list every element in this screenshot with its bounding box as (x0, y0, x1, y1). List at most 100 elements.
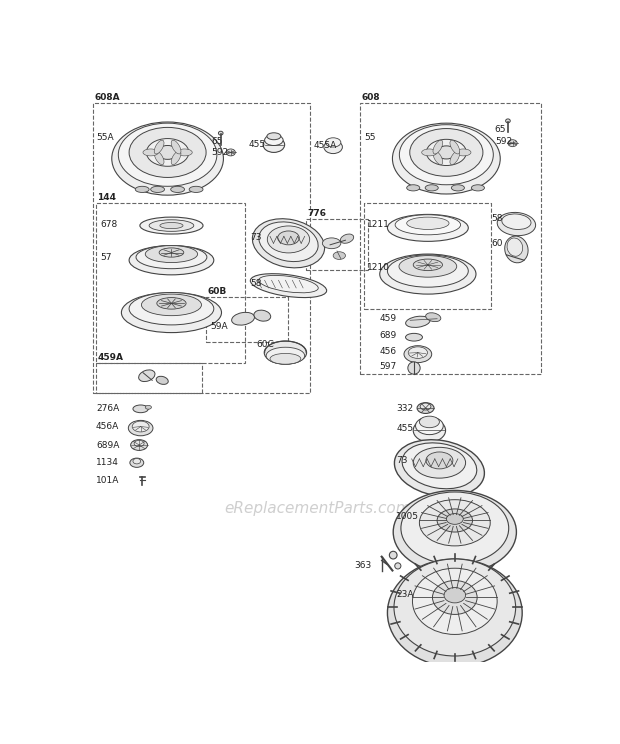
Ellipse shape (135, 186, 149, 193)
Ellipse shape (433, 140, 443, 154)
Text: 57: 57 (100, 253, 112, 262)
Ellipse shape (450, 140, 459, 154)
Text: 592: 592 (211, 148, 229, 157)
Ellipse shape (136, 246, 207, 269)
Ellipse shape (252, 219, 325, 268)
Text: 1134: 1134 (96, 458, 119, 467)
Text: 55: 55 (364, 132, 376, 141)
Ellipse shape (404, 346, 432, 362)
Ellipse shape (133, 405, 148, 413)
Text: 455A: 455A (314, 141, 337, 150)
Ellipse shape (130, 458, 144, 467)
Text: 23A: 23A (396, 590, 414, 599)
Ellipse shape (456, 149, 471, 156)
Ellipse shape (122, 292, 221, 333)
Ellipse shape (436, 146, 456, 159)
Ellipse shape (134, 440, 144, 446)
Bar (93, 103, 310, 394)
Ellipse shape (133, 458, 141, 464)
Ellipse shape (471, 185, 484, 191)
Text: 60: 60 (491, 239, 502, 248)
Ellipse shape (263, 137, 285, 153)
Bar (306, 219, 368, 270)
Ellipse shape (129, 246, 214, 275)
Text: 689A: 689A (96, 440, 120, 449)
Ellipse shape (502, 214, 531, 229)
Text: 689: 689 (379, 331, 397, 340)
Text: 60C: 60C (256, 341, 274, 350)
Ellipse shape (388, 255, 468, 287)
Ellipse shape (145, 246, 198, 263)
Ellipse shape (149, 219, 194, 231)
Ellipse shape (143, 149, 158, 156)
Circle shape (389, 551, 397, 559)
Ellipse shape (264, 341, 306, 364)
Ellipse shape (145, 405, 151, 409)
Ellipse shape (444, 588, 466, 603)
Ellipse shape (226, 149, 236, 156)
Ellipse shape (333, 251, 345, 260)
Ellipse shape (408, 347, 427, 359)
Ellipse shape (413, 419, 446, 442)
Ellipse shape (159, 248, 184, 257)
Ellipse shape (420, 403, 431, 410)
Text: 1211: 1211 (367, 219, 390, 228)
Ellipse shape (131, 440, 148, 450)
Ellipse shape (497, 212, 536, 236)
Ellipse shape (118, 124, 217, 186)
Text: 678: 678 (100, 219, 118, 228)
Ellipse shape (129, 292, 214, 325)
Ellipse shape (112, 122, 223, 195)
Ellipse shape (417, 403, 434, 414)
Ellipse shape (388, 559, 522, 667)
Text: 276A: 276A (96, 404, 119, 414)
Text: 1005: 1005 (396, 512, 419, 521)
Bar (206, 297, 288, 341)
Ellipse shape (437, 509, 472, 532)
Ellipse shape (433, 580, 477, 615)
Text: 459: 459 (379, 314, 396, 323)
Text: 608A: 608A (94, 93, 120, 103)
Ellipse shape (132, 421, 149, 432)
Ellipse shape (266, 347, 304, 364)
Text: 55A: 55A (96, 132, 113, 141)
Ellipse shape (146, 138, 188, 166)
Ellipse shape (139, 370, 155, 382)
Ellipse shape (160, 222, 183, 228)
Ellipse shape (171, 151, 181, 164)
Text: 455: 455 (249, 140, 265, 150)
Ellipse shape (394, 440, 484, 496)
Text: 608: 608 (361, 93, 380, 103)
Text: 456: 456 (379, 347, 396, 356)
Text: 101A: 101A (96, 476, 120, 485)
Ellipse shape (250, 274, 327, 298)
Ellipse shape (154, 151, 164, 164)
Ellipse shape (402, 443, 477, 489)
Ellipse shape (177, 149, 192, 156)
Ellipse shape (267, 132, 281, 140)
Ellipse shape (129, 127, 206, 178)
Ellipse shape (340, 234, 353, 243)
Ellipse shape (399, 125, 494, 185)
Ellipse shape (422, 149, 437, 156)
Circle shape (395, 562, 401, 569)
Ellipse shape (407, 217, 449, 229)
Ellipse shape (508, 140, 517, 147)
Ellipse shape (128, 420, 153, 436)
Ellipse shape (505, 236, 528, 263)
Ellipse shape (433, 151, 443, 164)
Text: 456A: 456A (96, 422, 119, 431)
Text: 73: 73 (396, 456, 408, 465)
Bar (96, 362, 202, 394)
Ellipse shape (171, 140, 181, 154)
Ellipse shape (407, 185, 420, 191)
Ellipse shape (393, 490, 516, 574)
Ellipse shape (405, 333, 422, 341)
Text: 58: 58 (491, 214, 502, 223)
Ellipse shape (326, 138, 341, 147)
Ellipse shape (451, 185, 464, 191)
Ellipse shape (259, 222, 318, 262)
Text: 455: 455 (396, 423, 414, 432)
Bar (360, 103, 541, 374)
Ellipse shape (395, 215, 461, 235)
